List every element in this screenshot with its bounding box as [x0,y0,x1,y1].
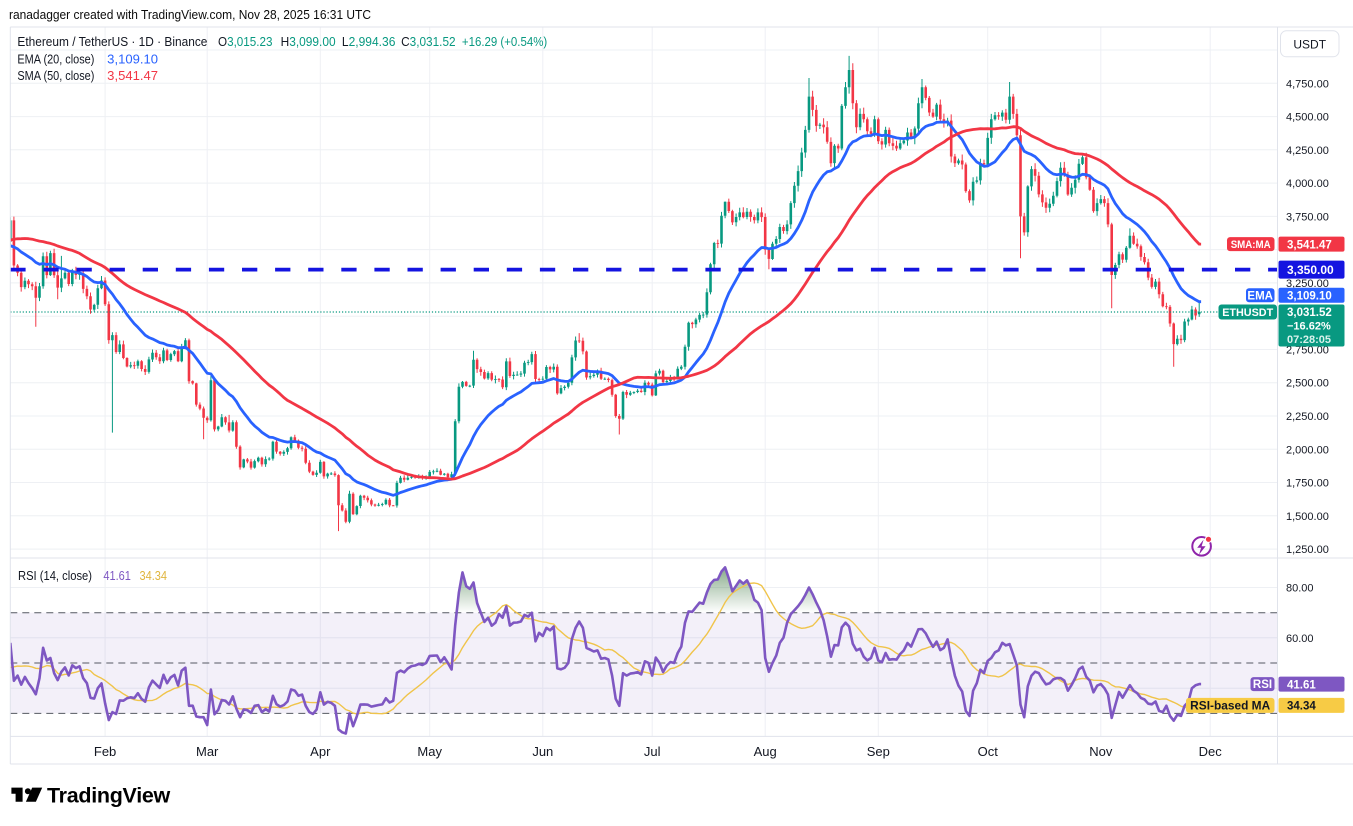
svg-text:3,109.10: 3,109.10 [107,53,158,67]
svg-text:3,350.00: 3,350.00 [1287,263,1334,277]
svg-text:SMA:MA: SMA:MA [1231,239,1271,251]
svg-text:RSI-based MA: RSI-based MA [1190,700,1270,712]
svg-text:O3,015.23: O3,015.23 [218,35,273,49]
svg-text:TradingView: TradingView [47,784,171,808]
svg-text:41.61: 41.61 [1287,679,1316,691]
svg-text:Apr: Apr [310,744,331,759]
svg-text:EMA: EMA [1247,290,1273,302]
svg-text:Mar: Mar [196,744,219,759]
svg-text:60.00: 60.00 [1286,633,1314,645]
svg-text:3,250.00: 3,250.00 [1286,278,1329,290]
svg-text:2,500.00: 2,500.00 [1286,378,1329,390]
svg-text:ETHUSDT: ETHUSDT [1222,307,1273,319]
svg-text:4,750.00: 4,750.00 [1286,78,1329,90]
svg-text:4,000.00: 4,000.00 [1286,178,1329,190]
svg-text:USDT: USDT [1293,38,1326,52]
svg-text:2,000.00: 2,000.00 [1286,444,1329,456]
svg-text:3,031.52: 3,031.52 [1287,307,1332,319]
svg-text:SMA (50, close): SMA (50, close) [17,69,94,83]
svg-text:2,250.00: 2,250.00 [1286,411,1329,423]
svg-text:RSI (14, close): RSI (14, close) [18,569,92,583]
svg-text:Dec: Dec [1199,744,1223,759]
svg-text:3,541.47: 3,541.47 [1287,239,1332,251]
svg-text:C3,031.52: C3,031.52 [401,35,456,49]
svg-text:RSI: RSI [1253,679,1272,691]
svg-text:Oct: Oct [978,744,999,759]
svg-text:Aug: Aug [754,744,777,759]
svg-text:Feb: Feb [94,744,116,759]
svg-text:EMA (20, close): EMA (20, close) [17,53,94,67]
svg-text:Jul: Jul [644,744,661,759]
svg-text:1,500.00: 1,500.00 [1286,511,1329,523]
svg-text:ranadagger created with Tradin: ranadagger created with TradingView.com,… [9,7,371,22]
svg-text:4,250.00: 4,250.00 [1286,145,1329,157]
svg-text:L2,994.36: L2,994.36 [342,35,396,49]
svg-text:Nov: Nov [1089,744,1113,759]
svg-text:2,750.00: 2,750.00 [1286,345,1329,357]
svg-text:Jun: Jun [532,744,553,759]
svg-text:41.61: 41.61 [103,569,131,583]
svg-text:3,750.00: 3,750.00 [1286,211,1329,223]
svg-text:+16.29 (+0.54%): +16.29 (+0.54%) [462,35,547,49]
svg-text:Ethereum / TetherUS · 1D · Bin: Ethereum / TetherUS · 1D · Binance [17,35,207,49]
svg-text:4,500.00: 4,500.00 [1286,112,1329,124]
svg-text:May: May [417,744,442,759]
svg-text:1,750.00: 1,750.00 [1286,478,1329,490]
svg-text:3,109.10: 3,109.10 [1287,291,1332,303]
svg-text:Sep: Sep [867,744,890,759]
svg-text:07:28:05: 07:28:05 [1287,334,1331,346]
svg-text:34.34: 34.34 [1287,701,1316,713]
svg-text:1,250.00: 1,250.00 [1286,544,1329,556]
svg-text:H3,099.00: H3,099.00 [281,35,336,49]
svg-text:3,541.47: 3,541.47 [107,69,158,83]
svg-text:80.00: 80.00 [1286,583,1314,595]
svg-text:−16.62%: −16.62% [1287,321,1331,333]
svg-text:34.34: 34.34 [140,569,168,583]
